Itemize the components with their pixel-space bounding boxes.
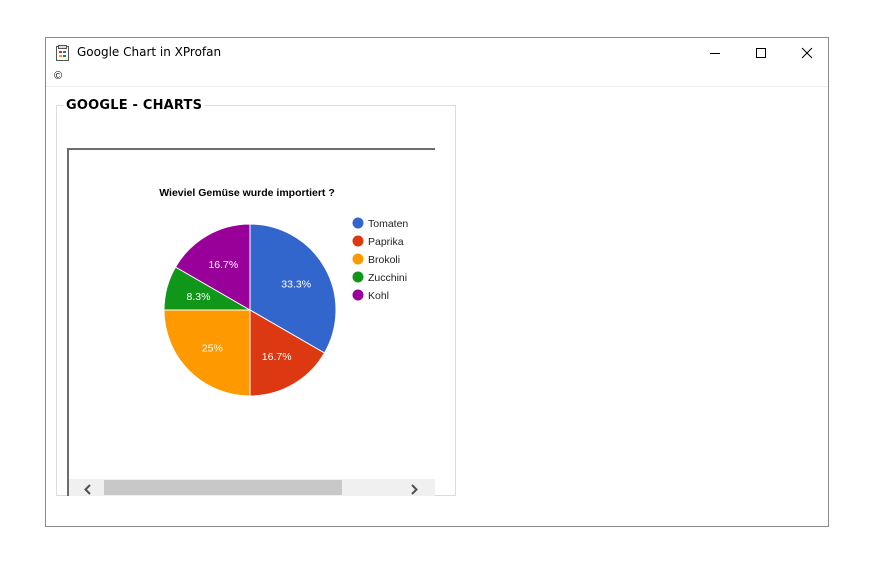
close-button[interactable] (784, 38, 830, 68)
maximize-icon (756, 48, 766, 58)
scroll-left-icon[interactable] (83, 482, 93, 495)
app-window: Google Chart in XProfan © GOOGLE - CHART… (45, 37, 829, 527)
legend-marker (352, 271, 364, 283)
legend-entry[interactable]: Kohl (368, 290, 389, 302)
maximize-button[interactable] (738, 38, 784, 68)
app-icon (56, 45, 70, 61)
legend-marker (352, 217, 364, 229)
minimize-button[interactable] (692, 38, 738, 68)
pie-slice-brokoli[interactable] (163, 309, 251, 397)
menu-bar: © (46, 68, 828, 87)
legend-marker (352, 235, 364, 247)
pie-slice-kohl[interactable] (174, 223, 251, 311)
slice-label: 16.7% (262, 351, 292, 363)
legend-entry[interactable]: Paprika (368, 236, 404, 248)
window-title: Google Chart in XProfan (77, 45, 222, 59)
groupbox-label: GOOGLE - CHARTS (63, 98, 206, 113)
slice-label: 8.3% (187, 291, 211, 303)
legend-marker (352, 253, 364, 265)
legend-entry[interactable]: Zucchini (368, 272, 407, 284)
menu-item-copyright[interactable]: © (54, 70, 63, 82)
slice-label: 33.3% (281, 278, 311, 290)
pie-slice-tomaten[interactable] (249, 223, 337, 354)
legend-entry[interactable]: Tomaten (368, 218, 408, 230)
pie-chart: Wieviel Gemüse wurde importiert ? 33.3% 1… (159, 187, 408, 397)
slice-label: 25% (202, 343, 223, 355)
pie-slice-paprika[interactable] (249, 309, 326, 397)
chart-title: Wieviel Gemüse wurde importiert ? (159, 187, 335, 199)
slice-label: 16.7% (208, 259, 238, 271)
chart-browser-view[interactable]: Wieviel Gemüse wurde importiert ? 33.3% 1… (67, 148, 435, 496)
title-bar[interactable]: Google Chart in XProfan (46, 38, 828, 68)
horizontal-scrollbar[interactable] (69, 479, 435, 496)
scroll-right-icon[interactable] (409, 482, 419, 495)
legend-entry[interactable]: Brokoli (368, 254, 400, 266)
scrollbar-thumb[interactable] (104, 480, 342, 495)
legend-marker (352, 289, 364, 301)
minimize-icon (710, 53, 720, 54)
close-icon (801, 47, 813, 59)
